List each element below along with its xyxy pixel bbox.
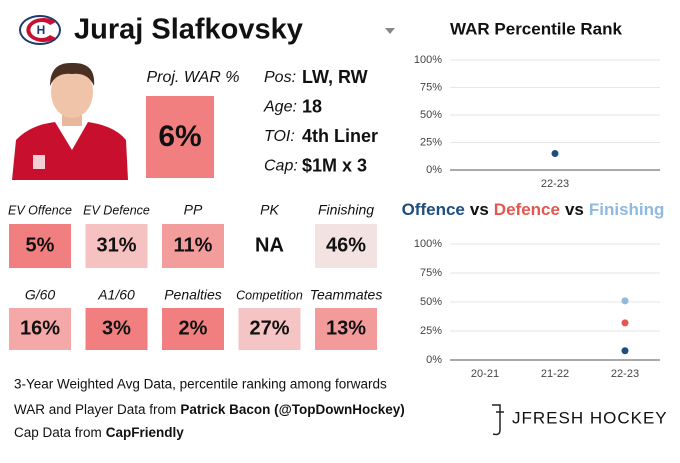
x-tick-label: 22-23 [611, 368, 639, 380]
stat-label: G/60 [25, 287, 56, 303]
stat-label: EV Offence [8, 203, 72, 217]
proj-war-box [146, 96, 214, 178]
bio-label: TOI: [264, 128, 295, 145]
source-name: Patrick Bacon (@TopDownHockey) [180, 402, 404, 417]
source-line: WAR and Player Data from Patrick Bacon (@… [14, 402, 405, 417]
stat-box [9, 224, 71, 268]
stat-label: Competition [236, 288, 303, 302]
stat-label: PP [184, 202, 203, 218]
stat-box [315, 224, 377, 268]
legend-entry: Offence [402, 200, 465, 219]
y-tick-label: 0% [426, 164, 442, 176]
y-tick-label: 75% [420, 267, 442, 279]
y-tick-label: 50% [420, 296, 442, 308]
source-text: WAR and Player Data from [14, 402, 176, 417]
bio-label: Age: [263, 99, 297, 116]
bio-value: $1M x 3 [302, 155, 367, 175]
stat-value: 31% [96, 234, 136, 256]
bio-value: 4th Liner [302, 126, 378, 146]
stat-value: 16% [20, 317, 60, 339]
chart-title: WAR Percentile Rank [450, 19, 622, 38]
stat-value: 3% [102, 317, 131, 339]
footer-note: 3-Year Weighted Avg Data, percentile ran… [14, 377, 387, 392]
title-separator: vs [470, 200, 489, 219]
team-logo: H [19, 15, 61, 45]
stat-value: 2% [179, 317, 208, 339]
bio-label: Pos: [264, 69, 296, 86]
bio-value: LW, RW [302, 67, 368, 87]
stat-value: 27% [249, 317, 289, 339]
stat-label: PK [260, 202, 279, 218]
legend-entry: Defence [494, 200, 560, 219]
bio-value: 18 [302, 96, 322, 116]
player-photo [12, 62, 128, 180]
player-name: Juraj Slafkovsky [74, 14, 303, 46]
legend-entry: Finishing [589, 200, 665, 219]
stat-box [162, 308, 224, 350]
x-tick-label: 21-22 [541, 368, 569, 380]
title-separator: vs [565, 200, 584, 219]
stat-label: EV Defence [83, 203, 150, 217]
stat-label: Penalties [164, 287, 222, 303]
stat-box [162, 224, 224, 268]
chart-title: Offence vs Defence vs Finishing [402, 200, 665, 219]
point [621, 347, 629, 355]
stat-box [85, 224, 148, 268]
stat-value: 46% [326, 234, 366, 256]
stat-value: 13% [326, 317, 366, 339]
y-tick-label: 0% [426, 354, 442, 366]
stats: EV Offence 5% EV Defence 31% PP 11% PK NA Finish… [8, 202, 382, 350]
y-tick-label: 25% [420, 325, 442, 337]
stat-box [315, 308, 377, 350]
stat-label: A1/60 [97, 287, 135, 303]
source-name: CapFriendly [106, 425, 185, 440]
y-tick-label: 50% [420, 109, 442, 121]
x-tick-label: 22-23 [541, 178, 569, 190]
y-tick-label: 100% [414, 54, 442, 66]
point [551, 150, 559, 157]
brand-icon [492, 404, 504, 436]
y-tick-label: 100% [414, 238, 442, 250]
proj-war-label: Proj. WAR % [146, 69, 239, 86]
sources: WAR and Player Data from Patrick Bacon (@… [14, 402, 405, 440]
svg-text:H: H [37, 23, 46, 37]
stat-value: 5% [26, 234, 55, 256]
stat-label: Teammates [310, 287, 383, 303]
stat-box [238, 224, 301, 268]
source-text: Cap Data from [14, 425, 102, 440]
charts: WAR Percentile Rank 0% 25% 50% 75% 100% 22-23 O… [402, 19, 665, 379]
stat-box [85, 308, 148, 350]
point [621, 319, 629, 327]
x-tick-label: 20-21 [471, 368, 499, 380]
dropdown-arrow[interactable] [385, 28, 395, 34]
bio-label: Cap: [264, 158, 298, 175]
y-tick-label: 75% [420, 81, 442, 93]
brand: JFRESH HOCKEY [512, 408, 668, 427]
stat-box [9, 308, 71, 350]
proj-war-value: 6% [158, 120, 201, 153]
stat-value: 11% [174, 234, 213, 256]
stat-box [238, 308, 301, 350]
point [621, 297, 629, 305]
stat-label: Finishing [318, 202, 374, 218]
source-line: Cap Data from CapFriendly [14, 425, 184, 440]
stat-value: NA [255, 234, 284, 256]
y-tick-label: 25% [420, 136, 442, 148]
